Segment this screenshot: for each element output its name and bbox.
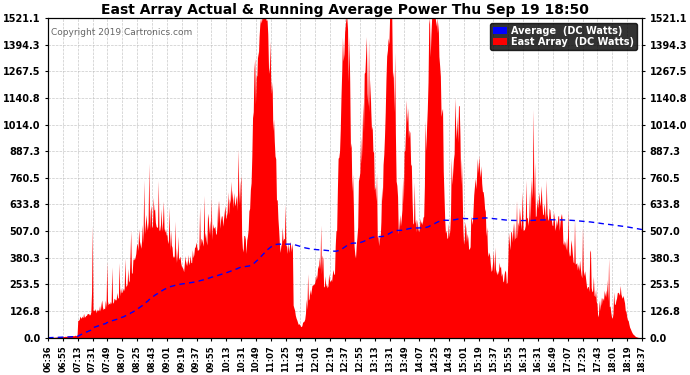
Legend: Average  (DC Watts), East Array  (DC Watts): Average (DC Watts), East Array (DC Watts… [490,23,637,50]
Title: East Array Actual & Running Average Power Thu Sep 19 18:50: East Array Actual & Running Average Powe… [101,3,589,17]
Text: Copyright 2019 Cartronics.com: Copyright 2019 Cartronics.com [51,27,193,36]
